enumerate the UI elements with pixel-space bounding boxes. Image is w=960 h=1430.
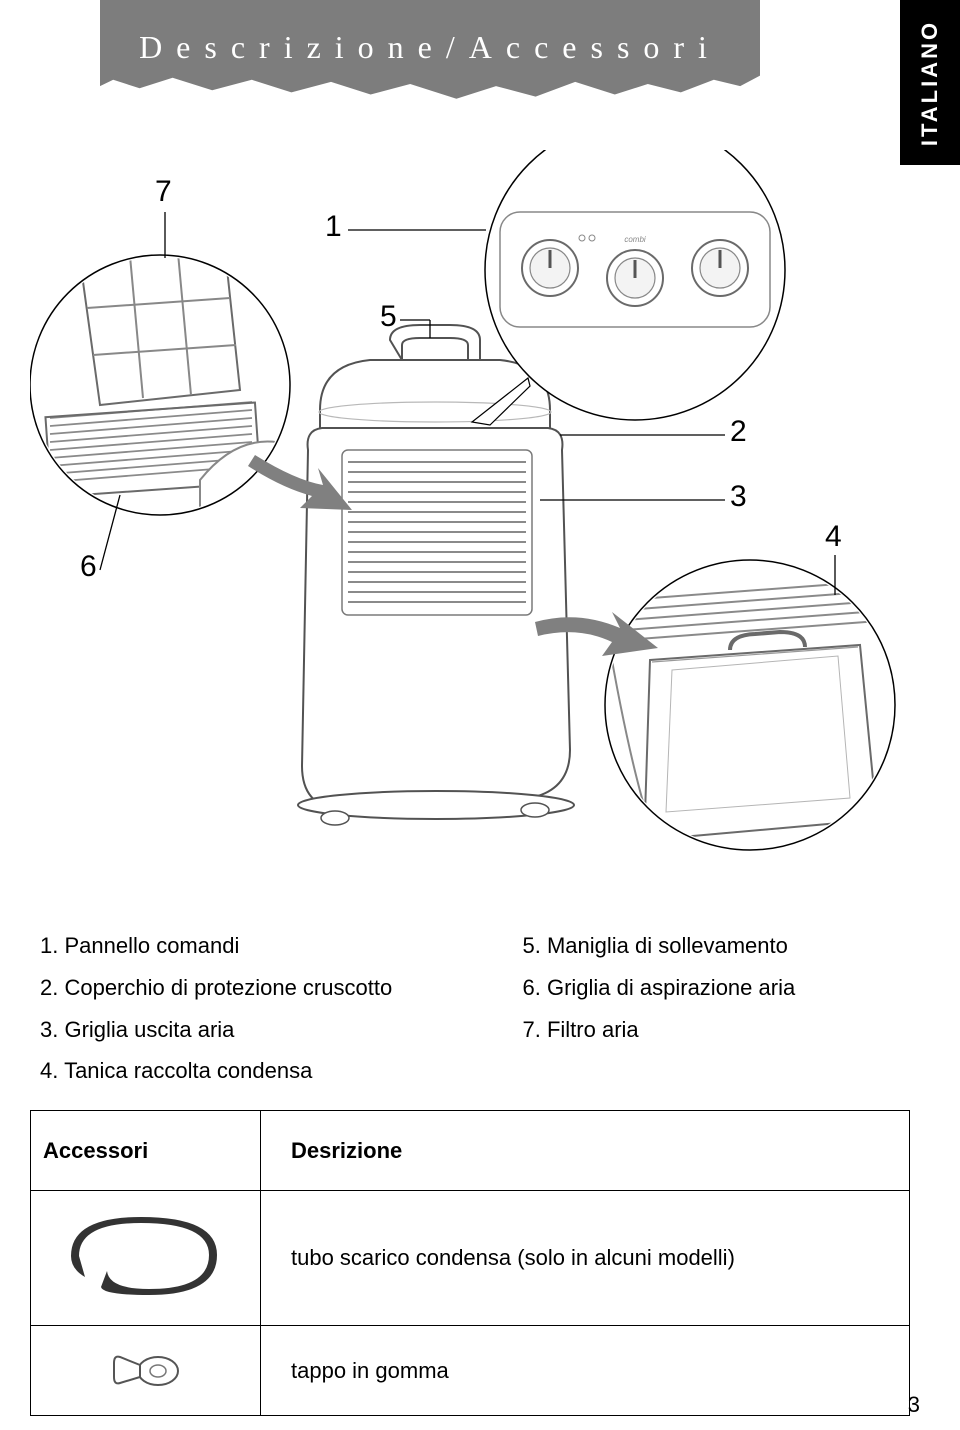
list-item: 4. Tanica raccolta condensa — [40, 1050, 428, 1092]
list-item: 5. Maniglia di sollevamento — [523, 925, 911, 967]
page-title: Descrizione/Accessori — [139, 29, 721, 66]
callout-2: 2 — [730, 415, 747, 449]
language-tab: ITALIANO — [900, 0, 960, 165]
accessories-table: Accessori Desrizione tubo scarico conden… — [30, 1110, 910, 1416]
table-header-row: Accessori Desrizione — [31, 1111, 910, 1191]
accessory-icon-cell — [31, 1191, 261, 1326]
list-item: 7. Filtro aria — [523, 1009, 911, 1051]
callout-3: 3 — [730, 480, 747, 514]
parts-list-right: 5. Maniglia di sollevamento 6. Griglia d… — [523, 925, 911, 1092]
callout-5: 5 — [380, 300, 397, 334]
tube-icon — [31, 1211, 260, 1306]
list-item: 1. Pannello comandi — [40, 925, 428, 967]
callout-7: 7 — [155, 175, 172, 209]
plug-icon — [31, 1343, 260, 1398]
accessory-desc: tappo in gomma — [261, 1326, 910, 1416]
callout-1: 1 — [325, 210, 342, 244]
list-item: 2. Coperchio di protezione cruscotto — [40, 967, 428, 1009]
callout-4: 4 — [825, 520, 842, 554]
appliance-body — [298, 325, 574, 825]
table-row: tappo in gomma — [31, 1326, 910, 1416]
language-label: ITALIANO — [917, 19, 943, 145]
table-header-accessori: Accessori — [31, 1111, 261, 1191]
product-diagram: combi — [30, 150, 930, 890]
accessory-icon-cell — [31, 1326, 261, 1416]
detail-circle-left — [30, 250, 352, 515]
parts-list-left: 1. Pannello comandi 2. Coperchio di prot… — [40, 925, 428, 1092]
table-header-descrizione: Desrizione — [261, 1111, 910, 1191]
list-item: 3. Griglia uscita aria — [40, 1009, 428, 1051]
table-row: tubo scarico condensa (solo in alcuni mo… — [31, 1191, 910, 1326]
list-item: 6. Griglia di aspirazione aria — [523, 967, 911, 1009]
page-number: 3 — [908, 1392, 920, 1418]
detail-circle-tank — [535, 560, 895, 850]
callout-6: 6 — [80, 550, 97, 584]
svg-text:combi: combi — [624, 235, 646, 244]
accessory-desc: tubo scarico condensa (solo in alcuni mo… — [261, 1191, 910, 1326]
header-banner: Descrizione/Accessori — [100, 0, 760, 105]
parts-list: 1. Pannello comandi 2. Coperchio di prot… — [40, 925, 910, 1092]
